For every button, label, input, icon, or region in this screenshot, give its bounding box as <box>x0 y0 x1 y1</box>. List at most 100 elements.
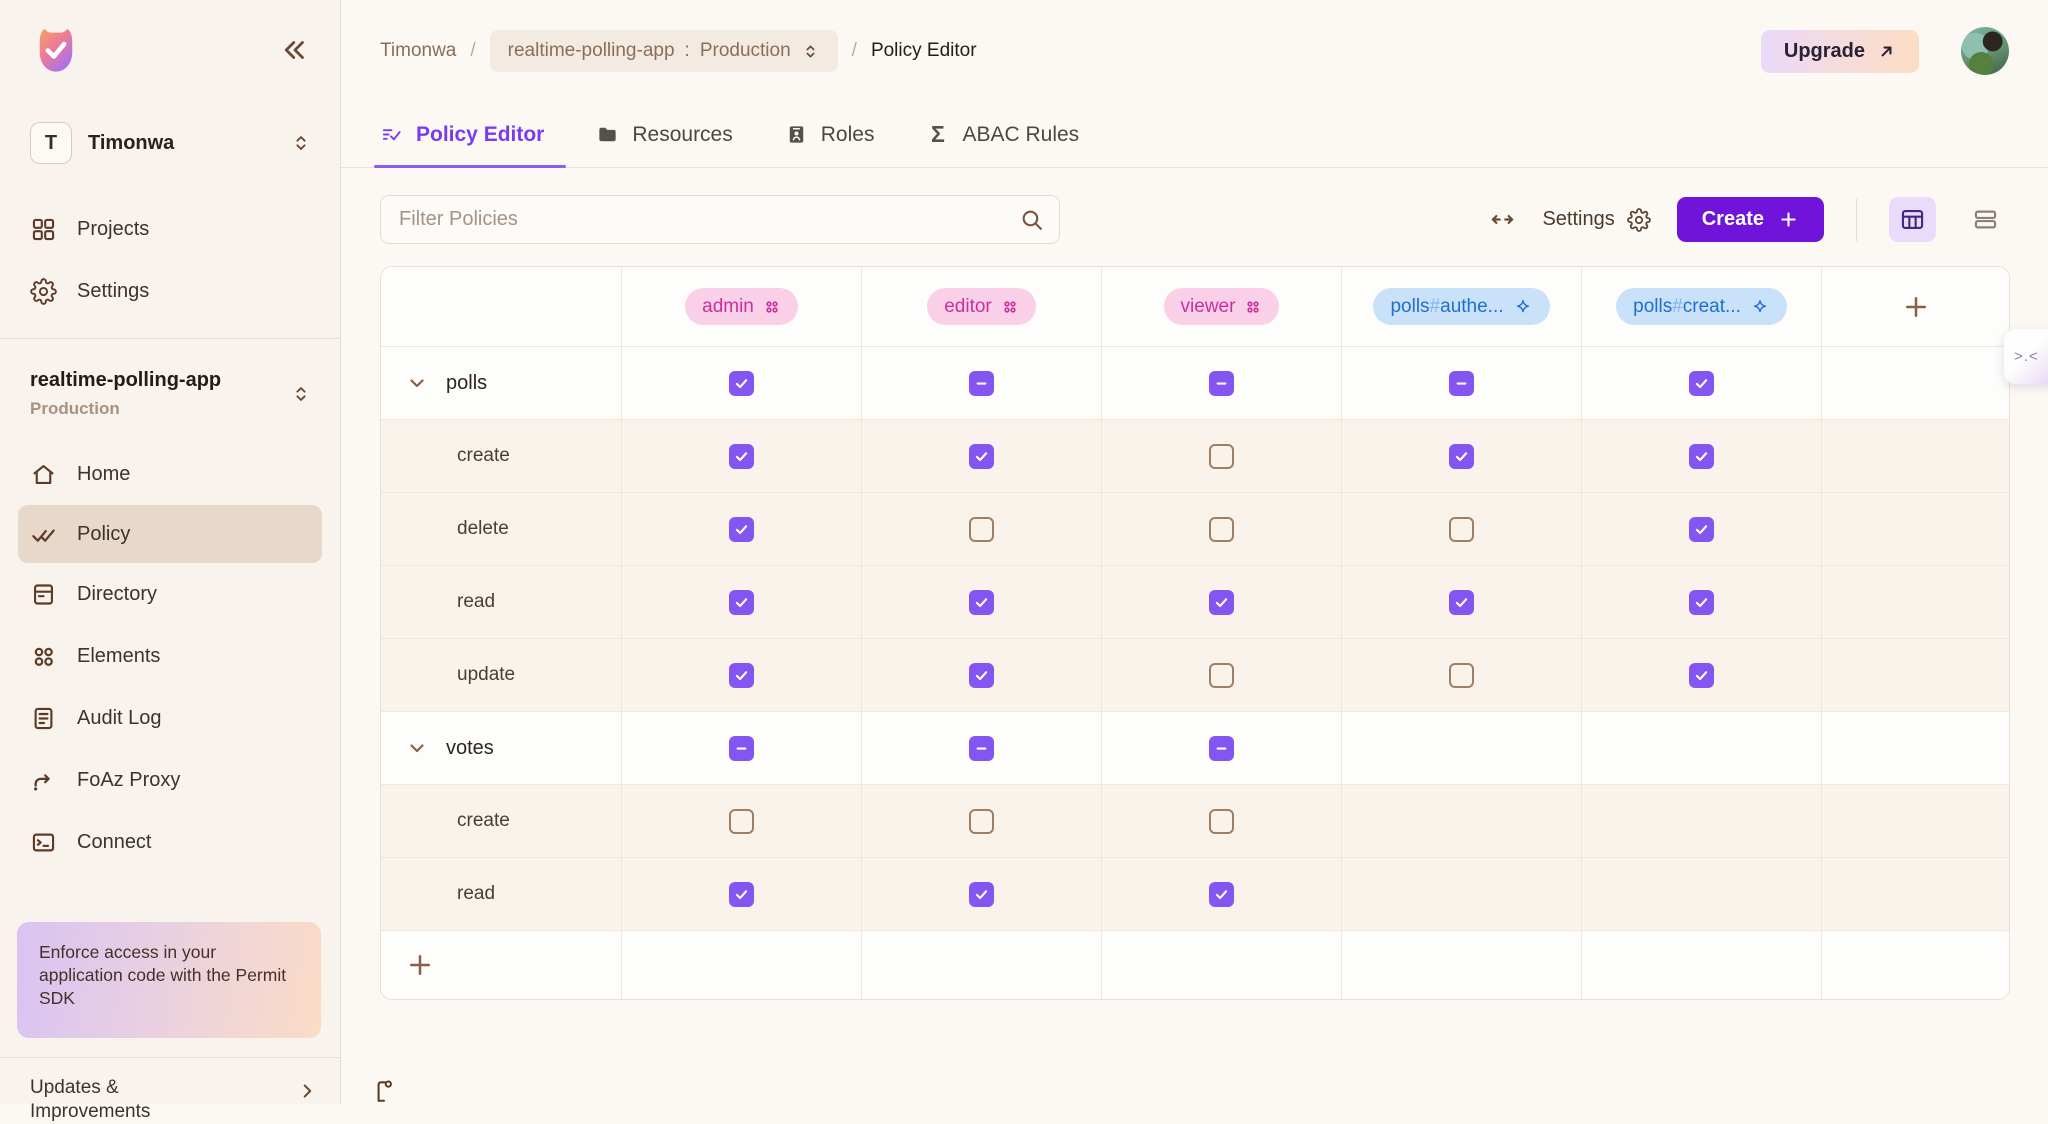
tab-roles[interactable]: Roles <box>785 102 874 167</box>
user-avatar[interactable] <box>1961 27 2009 75</box>
permission-checkbox-checked[interactable] <box>969 881 994 907</box>
badge-face: >.< <box>2014 348 2039 365</box>
permission-checkbox-indeterminate[interactable] <box>1209 370 1234 396</box>
permission-checkbox-unchecked[interactable] <box>1209 443 1234 469</box>
permission-checkbox-checked[interactable] <box>969 589 994 615</box>
permission-checkbox-checked[interactable] <box>1689 370 1714 396</box>
search-icon[interactable] <box>1019 207 1044 232</box>
collapse-sidebar-icon[interactable] <box>280 35 310 65</box>
permission-checkbox-indeterminate[interactable] <box>969 735 994 761</box>
grid-view-toggle[interactable] <box>1889 197 1936 242</box>
action-row-votes-read: read <box>381 858 622 931</box>
role-pill-editor[interactable]: editor <box>927 288 1036 325</box>
permission-checkbox-checked[interactable] <box>969 662 994 688</box>
chevron-updown-icon <box>801 42 820 61</box>
upgrade-label: Upgrade <box>1783 39 1865 62</box>
matrix-cell <box>862 566 1102 639</box>
upgrade-button[interactable]: Upgrade <box>1760 29 1919 73</box>
permit-logo-icon[interactable] <box>30 24 82 76</box>
permission-checkbox-checked[interactable] <box>969 443 994 469</box>
matrix-cell <box>862 493 1102 566</box>
sidebar-item-label: Projects <box>77 217 150 240</box>
matrix-cell <box>1582 858 1822 931</box>
sidebar-item-updates[interactable]: Updates & Improvements <box>30 1076 392 1124</box>
permission-checkbox-unchecked[interactable] <box>969 808 994 834</box>
four-dots-icon <box>1244 298 1262 316</box>
matrix-cell <box>1102 347 1342 420</box>
permission-checkbox-indeterminate[interactable] <box>969 370 994 396</box>
permission-checkbox-checked[interactable] <box>1209 881 1234 907</box>
sidebar-item-home[interactable]: Home <box>0 443 340 505</box>
sidebar-item-connect[interactable]: Connect <box>0 811 340 873</box>
tab-abac-rules[interactable]: Σ ABAC Rules <box>926 102 1079 167</box>
sidebar-item-label: Policy <box>77 522 131 545</box>
create-policy-button[interactable]: Create <box>1676 197 1824 242</box>
sidebar-item-label: Directory <box>77 582 158 605</box>
breadcrumb-separator: / <box>851 40 857 61</box>
permission-checkbox-checked[interactable] <box>729 881 754 907</box>
add-resource-button[interactable] <box>405 950 435 980</box>
action-name: update <box>457 664 516 685</box>
role-pill-viewer[interactable]: viewer <box>1163 288 1280 325</box>
permission-checkbox-checked[interactable] <box>1449 589 1474 615</box>
permission-checkbox-unchecked[interactable] <box>1209 516 1234 542</box>
sidebar-item-policy[interactable]: Policy <box>18 505 322 563</box>
matrix-cell <box>622 931 862 999</box>
breadcrumb-separator: / <box>470 40 476 61</box>
filter-policies-input[interactable] <box>380 195 1060 244</box>
matrix-cell <box>1822 785 2009 858</box>
permission-checkbox-checked[interactable] <box>729 516 754 542</box>
sidebar-item-foaz-proxy[interactable]: FoAz Proxy <box>0 749 340 811</box>
permission-checkbox-unchecked[interactable] <box>729 808 754 834</box>
permission-checkbox-checked[interactable] <box>729 662 754 688</box>
permission-checkbox-checked[interactable] <box>729 589 754 615</box>
matrix-cell <box>622 712 862 785</box>
sidebar-item-directory[interactable]: Directory <box>0 563 340 625</box>
permission-checkbox-checked[interactable] <box>1689 443 1714 469</box>
permission-checkbox-checked[interactable] <box>1689 516 1714 542</box>
tab-policy-editor[interactable]: Policy Editor <box>373 102 567 168</box>
permission-checkbox-unchecked[interactable] <box>1449 662 1474 688</box>
breadcrumb-project-env-selector[interactable]: realtime-polling-app : Production <box>489 30 838 72</box>
sidebar-item-elements[interactable]: Elements <box>0 625 340 687</box>
policy-editor-icon <box>380 123 403 146</box>
environment-switcher[interactable]: realtime-polling-app Production <box>0 339 340 419</box>
matrix-cell <box>862 639 1102 712</box>
assistant-corner-badge[interactable]: >.< <box>2004 329 2048 384</box>
id-badge-icon <box>785 123 808 146</box>
permission-checkbox-unchecked[interactable] <box>1449 516 1474 542</box>
permission-checkbox-checked[interactable] <box>1449 443 1474 469</box>
permission-checkbox-indeterminate[interactable] <box>1449 370 1474 396</box>
permission-checkbox-unchecked[interactable] <box>969 516 994 542</box>
permission-checkbox-checked[interactable] <box>1689 589 1714 615</box>
chevron-down-icon[interactable] <box>405 371 429 395</box>
permission-checkbox-checked[interactable] <box>729 443 754 469</box>
resource-role-pill-polls-authe[interactable]: polls#authe... <box>1373 288 1550 325</box>
breadcrumb-page: Policy Editor <box>870 40 977 61</box>
list-view-toggle[interactable] <box>1962 197 2009 242</box>
tab-resources[interactable]: Resources <box>596 102 733 167</box>
org-switcher[interactable]: T Timonwa <box>0 122 340 164</box>
sidebar-item-audit-log[interactable]: Audit Log <box>0 687 340 749</box>
permission-checkbox-indeterminate[interactable] <box>1209 735 1234 761</box>
matrix-cell <box>1822 639 2009 712</box>
permission-checkbox-unchecked[interactable] <box>1209 808 1234 834</box>
role-pill-admin[interactable]: admin <box>685 288 798 325</box>
resource-role-pill-polls-creat[interactable]: polls#creat... <box>1616 288 1787 325</box>
permission-checkbox-indeterminate[interactable] <box>729 735 754 761</box>
permission-checkbox-unchecked[interactable] <box>1209 662 1234 688</box>
double-check-icon <box>30 521 57 548</box>
sidebar-item-projects[interactable]: Projects <box>0 198 340 260</box>
chevron-updown-icon <box>290 383 312 405</box>
permission-checkbox-checked[interactable] <box>1689 662 1714 688</box>
expand-horizontal-icon[interactable] <box>1489 206 1516 233</box>
permission-checkbox-checked[interactable] <box>1209 589 1234 615</box>
sdk-banner[interactable]: Enforce access in your application code … <box>17 922 321 1038</box>
sidebar-item-settings[interactable]: Settings <box>0 260 340 322</box>
policy-settings-button[interactable]: Settings <box>1542 207 1651 232</box>
chevron-down-icon[interactable] <box>405 736 429 760</box>
breadcrumb-org[interactable]: Timonwa <box>380 40 457 61</box>
breadcrumb-environment: Production <box>699 40 791 61</box>
add-role-button[interactable] <box>1901 292 1931 322</box>
permission-checkbox-checked[interactable] <box>729 370 754 396</box>
